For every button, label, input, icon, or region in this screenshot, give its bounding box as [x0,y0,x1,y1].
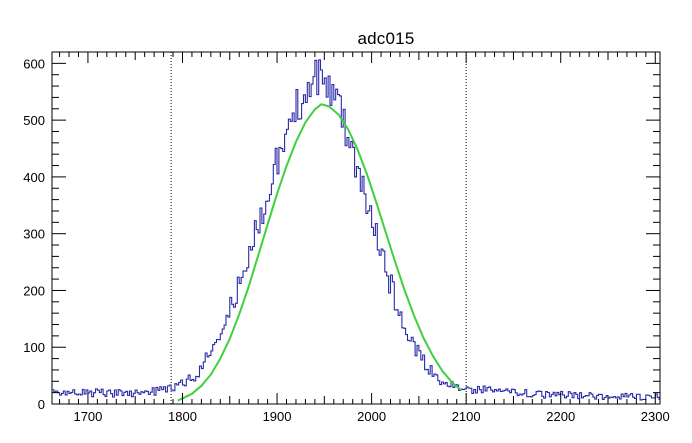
x-tick-label: 1900 [263,409,292,424]
y-tick-label: 300 [23,227,45,242]
y-tick-label: 200 [23,283,45,298]
y-tick-label: 400 [23,170,45,185]
fit-curve-line [177,103,463,402]
x-tick-label: 2300 [641,409,670,424]
x-tick-label: 2200 [546,409,575,424]
x-tick-label: 1800 [168,409,197,424]
y-tick-label: 600 [23,56,45,71]
y-tick-label: 500 [23,113,45,128]
y-tick-label: 0 [38,397,45,412]
y-tick-label: 100 [23,340,45,355]
chart-title: adc015 [357,29,415,48]
plot-frame [51,51,661,405]
x-tick-label: 1700 [73,409,102,424]
x-tick-label: 2100 [452,409,481,424]
histogram-series-line [52,59,660,401]
x-tick-label: 2000 [357,409,386,424]
